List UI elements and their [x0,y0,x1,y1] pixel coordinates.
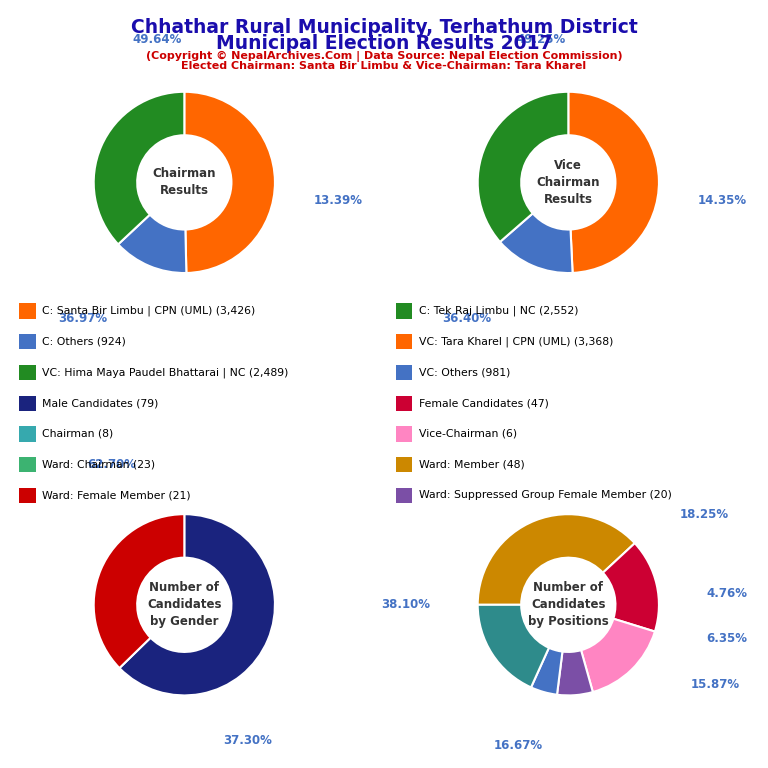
Text: Number of
Candidates
by Positions: Number of Candidates by Positions [528,581,609,628]
Wedge shape [94,92,184,244]
Text: 14.35%: 14.35% [698,194,747,207]
Text: Ward: Suppressed Group Female Member (20): Ward: Suppressed Group Female Member (20… [419,490,671,501]
Text: 13.39%: 13.39% [314,194,363,207]
Wedge shape [118,214,187,273]
Text: Male Candidates (79): Male Candidates (79) [42,398,159,409]
Text: Chairman
Results: Chairman Results [153,167,216,197]
Text: 6.35%: 6.35% [707,632,747,645]
Text: VC: Hima Maya Paudel Bhattarai | NC (2,489): VC: Hima Maya Paudel Bhattarai | NC (2,4… [42,367,289,378]
Wedge shape [568,92,659,273]
Text: Chairman (8): Chairman (8) [42,429,114,439]
Text: 36.97%: 36.97% [58,312,107,325]
Text: 18.25%: 18.25% [680,508,729,521]
Text: 49.25%: 49.25% [517,33,566,46]
Text: 49.64%: 49.64% [132,33,182,46]
Text: Chhathar Rural Municipality, Terhathum District: Chhathar Rural Municipality, Terhathum D… [131,18,637,38]
Text: Ward: Female Member (21): Ward: Female Member (21) [42,490,191,501]
Text: 37.30%: 37.30% [223,734,272,747]
Text: 36.40%: 36.40% [442,312,491,325]
Wedge shape [557,650,593,696]
Wedge shape [531,647,562,695]
Wedge shape [184,92,275,273]
Wedge shape [478,515,635,605]
Text: 62.70%: 62.70% [88,458,137,471]
Text: (Copyright © NepalArchives.Com | Data Source: Nepal Election Commission): (Copyright © NepalArchives.Com | Data So… [146,51,622,61]
Wedge shape [478,92,568,242]
Wedge shape [500,214,573,273]
Text: C: Santa Bir Limbu | CPN (UML) (3,426): C: Santa Bir Limbu | CPN (UML) (3,426) [42,306,256,316]
Text: Female Candidates (47): Female Candidates (47) [419,398,548,409]
Wedge shape [120,515,275,695]
Wedge shape [603,543,659,631]
Text: C: Others (924): C: Others (924) [42,336,126,347]
Text: Municipal Election Results 2017: Municipal Election Results 2017 [216,34,552,53]
Text: Number of
Candidates
by Gender: Number of Candidates by Gender [147,581,222,628]
Wedge shape [581,619,655,692]
Text: Elected Chairman: Santa Bir Limbu & Vice-Chairman: Tara Kharel: Elected Chairman: Santa Bir Limbu & Vice… [181,61,587,71]
Wedge shape [94,515,184,668]
Text: C: Tek Raj Limbu | NC (2,552): C: Tek Raj Limbu | NC (2,552) [419,306,578,316]
Text: Ward: Chairman (23): Ward: Chairman (23) [42,459,155,470]
Text: Ward: Member (48): Ward: Member (48) [419,459,525,470]
Wedge shape [478,604,549,687]
Text: 4.76%: 4.76% [707,587,747,600]
Text: Vice
Chairman
Results: Vice Chairman Results [537,159,600,206]
Text: VC: Others (981): VC: Others (981) [419,367,510,378]
Text: VC: Tara Kharel | CPN (UML) (3,368): VC: Tara Kharel | CPN (UML) (3,368) [419,336,613,347]
Text: 16.67%: 16.67% [494,739,543,752]
Text: 38.10%: 38.10% [381,598,430,611]
Text: Vice-Chairman (6): Vice-Chairman (6) [419,429,517,439]
Text: 15.87%: 15.87% [691,677,740,690]
